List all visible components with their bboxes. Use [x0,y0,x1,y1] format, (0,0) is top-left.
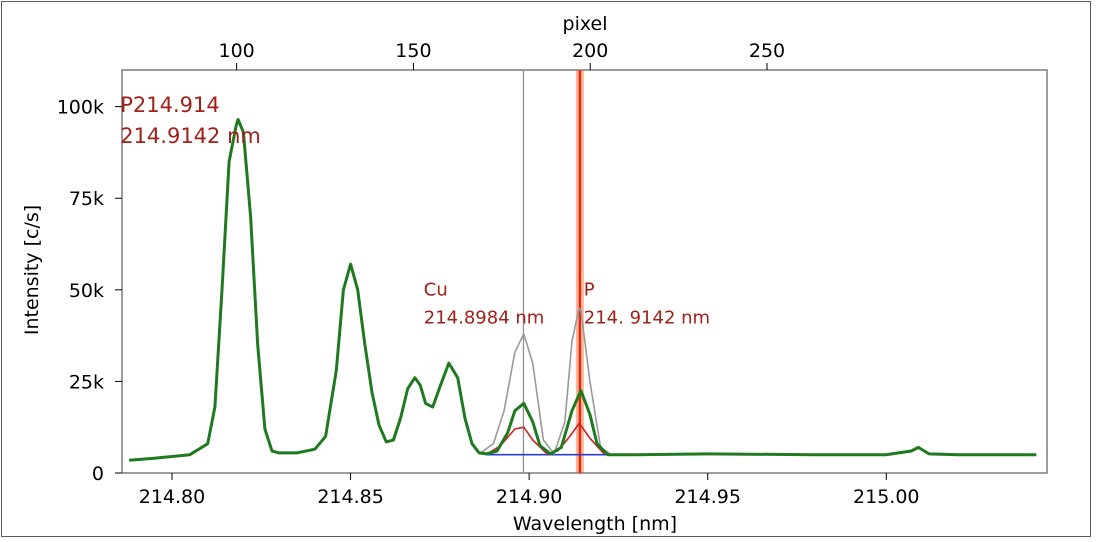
x-tick-label-0: 214.80 [139,486,205,508]
annotation-0-line-0: P214.914 [120,93,220,117]
x-axis-title: Wavelength [nm] [513,513,677,535]
y-tick-label-2: 50k [69,280,104,302]
top-axis-ticks: 100 150 200 250 [219,40,785,70]
y-axis-title: Intensity [c/s] [21,205,43,335]
annotation-2-line-1: 214. 9142 nm [584,307,710,328]
annotation-0-line-1: 214.9142 nm [120,124,261,148]
x-tick-label-2: 214.90 [496,486,562,508]
series-line-1 [478,307,612,456]
annotation-2-line-0: P [584,279,595,300]
x-tick-label-4: 215.00 [853,486,919,508]
annotation-1-line-1: 214.8984 nm [424,307,545,328]
y-tick-label-1: 25k [69,371,104,393]
plot-area [121,69,1048,474]
top-tick-label-3: 250 [749,40,785,62]
series-line-0 [128,118,1037,462]
top-axis-title: pixel [563,13,608,35]
y-tick-label-0: 0 [92,463,104,485]
x-tick-label-1: 214.85 [317,486,383,508]
y-tick-label-4: 100k [57,97,104,119]
y-tick-label-3: 75k [69,188,104,210]
top-tick-label-1: 150 [395,40,431,62]
x-tick-label-3: 214.95 [674,486,740,508]
annotation-1-line-0: Cu [424,279,448,300]
top-tick-label-0: 100 [219,40,255,62]
series-group [128,118,1037,462]
x-axis-ticks: 214.80 214.85 214.90 214.95 215.00 [139,473,920,508]
annotations: P214.914 214.9142 nm Cu 214.8984 nm P 214. 91… [120,93,710,328]
y-axis-ticks: 0 25k 50k 75k 100k [57,97,122,485]
top-tick-label-2: 200 [572,40,608,62]
